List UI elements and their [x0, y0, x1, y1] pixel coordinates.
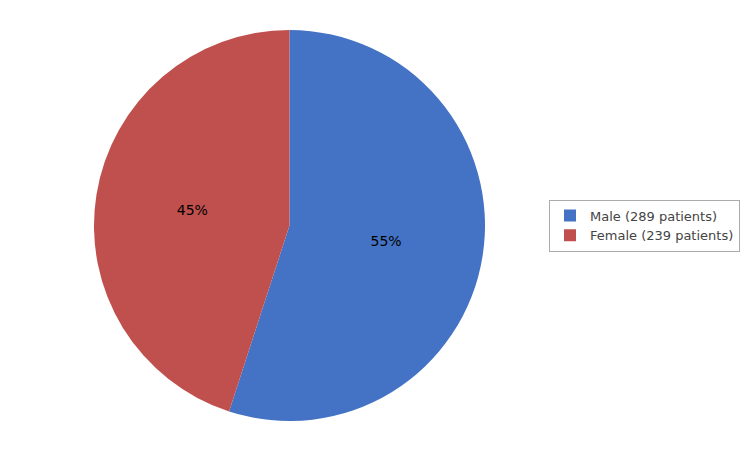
svg-text:Female (239 patients): Female (239 patients) [590, 228, 733, 243]
svg-text:Male (289 patients): Male (289 patients) [590, 209, 717, 224]
svg-text:45%: 45% [177, 202, 208, 218]
svg-text:55%: 55% [370, 233, 401, 249]
